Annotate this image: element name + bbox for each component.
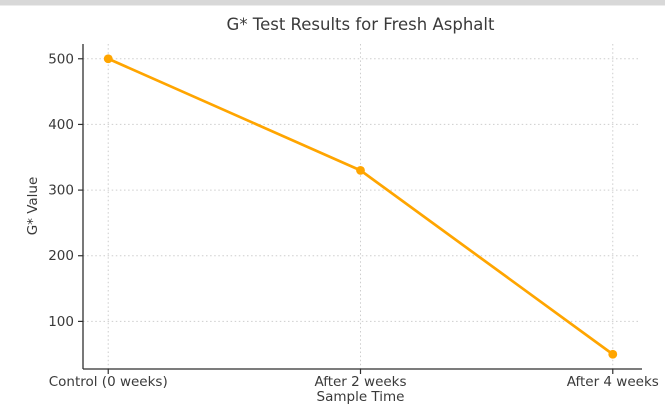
x-tick-label-after-4-weeks: After 4 weeks (567, 374, 659, 390)
data-point-after-4-weeks (608, 349, 618, 359)
y-tick-label-300: 300 (48, 183, 74, 199)
window-top-bar (0, 0, 665, 6)
y-tick-label-400: 400 (48, 117, 74, 133)
data-line (106, 57, 615, 356)
x-tick-label-control-0-weeks: Control (0 weeks) (49, 374, 168, 390)
y-tick-label-100: 100 (48, 314, 74, 330)
y-tick-label-500: 500 (48, 51, 74, 67)
data-point-control-0-weeks (103, 54, 113, 64)
y-tick-label-200: 200 (48, 248, 74, 264)
x-tick-label-after-2-weeks: After 2 weeks (314, 374, 406, 390)
chart-title: G* Test Results for Fresh Asphalt (226, 15, 495, 34)
data-point-after-2-weeks (356, 165, 365, 175)
y-axis-label: G* Value (25, 176, 41, 236)
x-axis-label: Sample Time (316, 389, 405, 405)
